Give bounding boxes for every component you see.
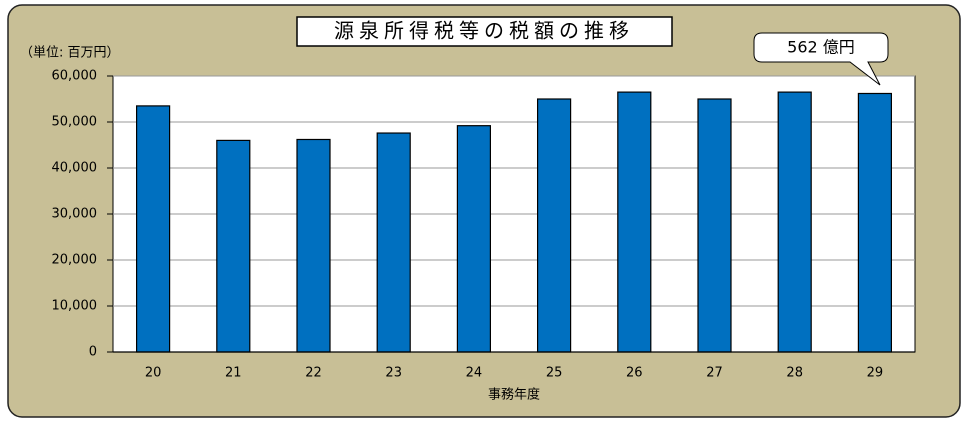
bar xyxy=(857,92,893,353)
x-axis-title: 事務年度 xyxy=(488,387,540,403)
x-tick-label: 29 xyxy=(867,366,884,381)
y-tick-label: 60,000 xyxy=(52,69,98,84)
y-tick-label: 50,000 xyxy=(52,115,98,130)
title-box xyxy=(296,16,673,47)
unit-label: （単位: 百万円） xyxy=(20,45,120,61)
y-tick-label: 0 xyxy=(89,345,97,360)
callout xyxy=(753,32,889,86)
chart-title: 源泉所得税等の税額の推移 xyxy=(334,19,634,43)
y-tick-label: 20,000 xyxy=(52,253,98,268)
x-tick-label: 28 xyxy=(786,366,803,381)
x-tick-label: 26 xyxy=(626,366,643,381)
x-tick-label: 21 xyxy=(225,366,242,381)
bar xyxy=(136,105,171,353)
bar xyxy=(456,125,491,353)
y-tick-label: 40,000 xyxy=(52,161,98,176)
bar xyxy=(296,138,331,353)
bar xyxy=(536,98,572,353)
x-tick-label: 24 xyxy=(466,366,483,381)
bar xyxy=(697,98,732,353)
x-tick-label: 22 xyxy=(305,366,322,381)
bar xyxy=(777,91,812,353)
x-tick-label: 25 xyxy=(546,366,563,381)
y-tick-label: 10,000 xyxy=(52,299,98,314)
bar xyxy=(617,91,652,353)
y-tick-label: 30,000 xyxy=(52,207,98,222)
bar xyxy=(376,132,411,353)
x-tick-label: 23 xyxy=(385,366,402,381)
bar xyxy=(216,139,251,353)
x-tick-label: 27 xyxy=(706,366,723,381)
annotation: 562 億円 xyxy=(787,38,855,57)
x-tick-label: 20 xyxy=(145,366,162,381)
